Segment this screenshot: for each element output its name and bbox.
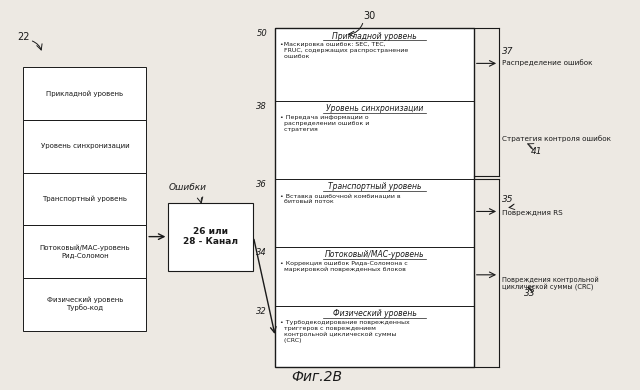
Text: • Турбодекодирование поврежденных
  триггеров с повреждением
  контрольной цикли: • Турбодекодирование поврежденных тригге… <box>280 320 410 343</box>
Bar <box>24 120 147 172</box>
Text: Прикладной уровень: Прикладной уровень <box>46 90 124 97</box>
Text: 37: 37 <box>502 47 514 56</box>
Text: 32: 32 <box>257 307 268 316</box>
Bar <box>24 172 147 225</box>
Text: 22: 22 <box>17 32 29 42</box>
Text: Ошибки: Ошибки <box>168 183 206 192</box>
Text: Потоковый/МАС-уровень: Потоковый/МАС-уровень <box>324 250 424 259</box>
Text: Физический уровень: Физический уровень <box>333 309 417 318</box>
Text: Стратегия контроля ошибок: Стратегия контроля ошибок <box>502 135 611 142</box>
Text: 41: 41 <box>531 147 542 156</box>
Bar <box>24 225 147 278</box>
Text: 38: 38 <box>257 102 268 111</box>
Text: Транспортный уровень: Транспортный уровень <box>42 196 127 202</box>
Text: 33: 33 <box>524 289 536 298</box>
Text: 36: 36 <box>257 180 268 189</box>
Text: • Коррекция ошибок Рида-Соломона с
  маркировкой поврежденных блоков: • Коррекция ошибок Рида-Соломона с марки… <box>280 261 408 272</box>
Text: Потоковый/МАС-уровень
Рид-Соломон: Потоковый/МАС-уровень Рид-Соломон <box>40 245 130 258</box>
Text: • Вставка ошибочной комбинации в
  битовый поток: • Вставка ошибочной комбинации в битовый… <box>280 193 401 204</box>
Text: • Передача информации о
  распределении ошибок и
  стратегия: • Передача информации о распределении ош… <box>280 115 370 132</box>
Text: Фиг.2B: Фиг.2B <box>291 370 342 384</box>
Text: Транспортный уровень: Транспортный уровень <box>328 183 421 191</box>
Text: 50: 50 <box>257 29 268 38</box>
Text: Уровень синхронизации: Уровень синхронизации <box>40 143 129 149</box>
Text: Повреждения контрольной
циклической суммы (CRC): Повреждения контрольной циклической сумм… <box>502 277 599 291</box>
Text: Прикладной уровень: Прикладной уровень <box>332 32 417 41</box>
Bar <box>168 203 253 271</box>
Text: 34: 34 <box>257 248 268 257</box>
Text: •Маскировка ошибок: SEC, TEC,
  FRUC, содержащих распространение
  ошибок: •Маскировка ошибок: SEC, TEC, FRUC, соде… <box>280 43 409 59</box>
Text: 30: 30 <box>364 11 376 21</box>
Bar <box>275 28 474 367</box>
Text: 35: 35 <box>502 195 514 204</box>
Text: Уровень синхронизации: Уровень синхронизации <box>326 105 423 113</box>
Text: Физический уровень
Турбо-код: Физический уровень Турбо-код <box>47 297 123 312</box>
Text: 26 или
28 - Канал: 26 или 28 - Канал <box>183 227 238 246</box>
Text: Повреждния RS: Повреждния RS <box>502 209 563 216</box>
Bar <box>24 67 147 120</box>
Text: Распределение ошибок: Распределение ошибок <box>502 60 593 66</box>
Bar <box>24 278 147 331</box>
